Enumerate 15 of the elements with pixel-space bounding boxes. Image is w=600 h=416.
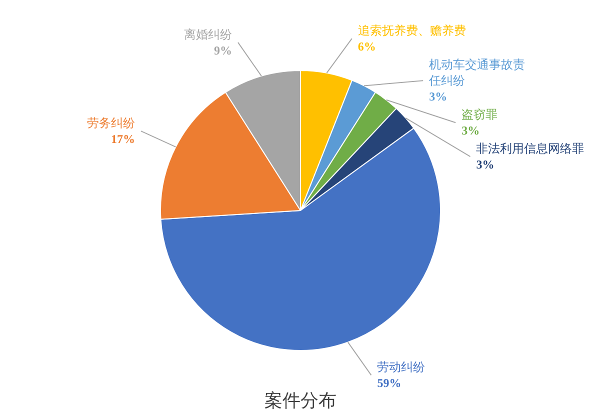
data-label: 59% xyxy=(377,376,402,390)
slice-label: 非法利用信息网络罪 xyxy=(476,142,584,156)
data-label: 9% xyxy=(214,43,232,58)
data-label: 3% xyxy=(476,158,494,172)
data-label: 3% xyxy=(429,90,448,104)
slice-label: 追索抚养费、赡养费 xyxy=(358,24,466,38)
data-label: 17% xyxy=(110,132,135,146)
slice-label: 劳动纠纷 xyxy=(377,360,426,374)
slice-label: 机动车交通事故责任纠纷 xyxy=(428,58,526,88)
slice-label: 离婚纠纷 xyxy=(184,27,232,42)
slice-label: 盗窃罪 xyxy=(462,108,498,122)
text: 案件分布 xyxy=(264,390,336,410)
data-label: 6% xyxy=(358,40,376,54)
slice-label: 劳务纠纷 xyxy=(86,116,135,130)
data-label: 3% xyxy=(462,124,480,138)
